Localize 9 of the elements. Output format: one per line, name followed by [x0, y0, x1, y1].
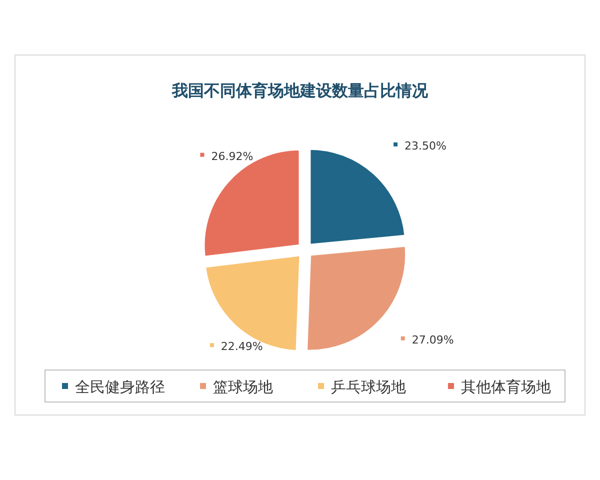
- data-label: 27.09%: [412, 333, 454, 346]
- legend-label: 其他体育场地: [461, 378, 551, 396]
- legend-label: 乒乓球场地: [331, 378, 406, 396]
- legend-label: 全民健身路径: [75, 378, 165, 396]
- data-label: 23.50%: [404, 139, 446, 152]
- legend-label: 篮球场地: [213, 378, 273, 396]
- chart-title: 我国不同体育场地建设数量占比情况: [171, 81, 429, 100]
- data-label: 22.49%: [220, 340, 263, 354]
- data-label: 26.92%: [211, 150, 254, 163]
